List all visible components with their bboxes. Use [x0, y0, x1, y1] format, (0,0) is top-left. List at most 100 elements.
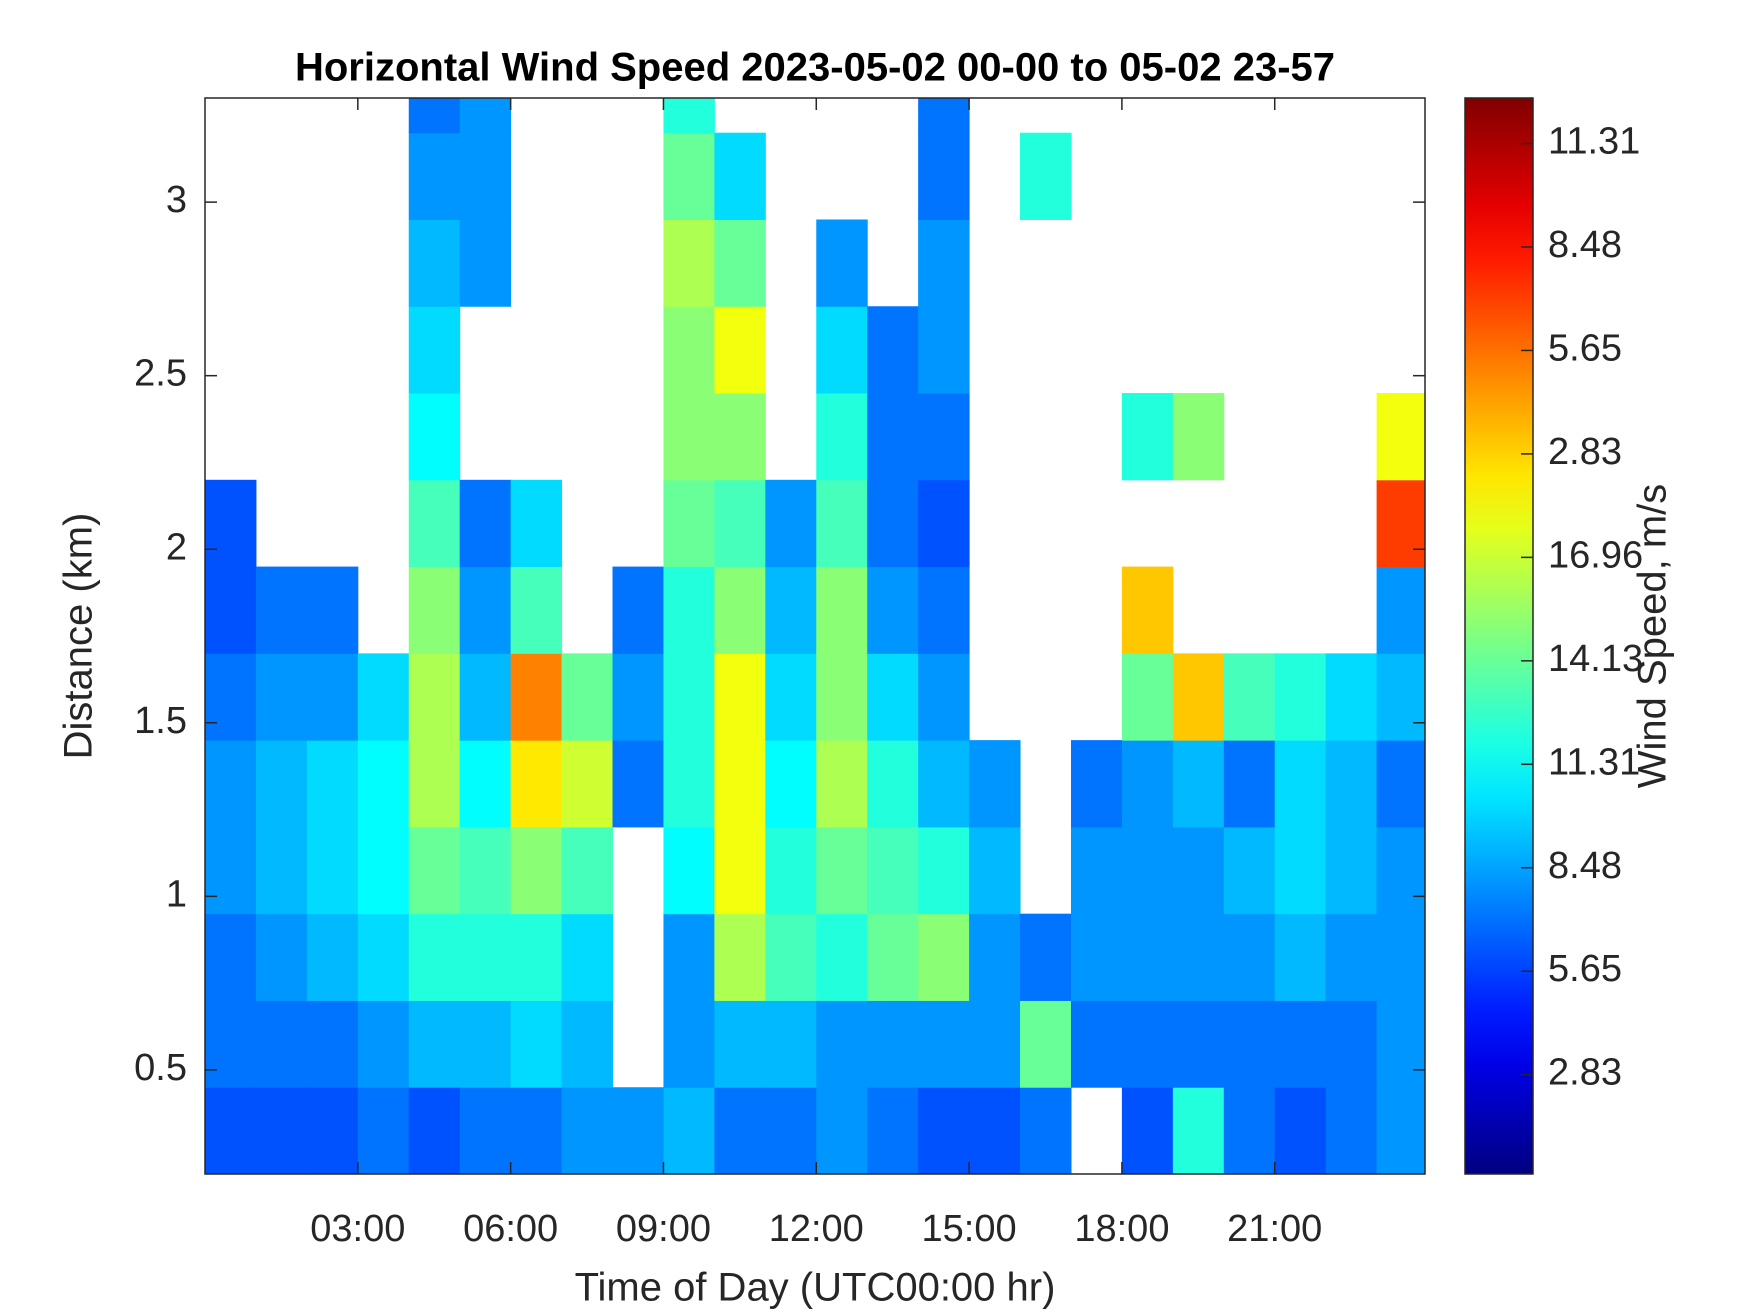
heat-cell	[969, 913, 1021, 1001]
heat-cell	[969, 1000, 1021, 1088]
heat-cell	[816, 1000, 868, 1088]
plot-frame	[204, 97, 1426, 1175]
heat-cell	[1325, 1087, 1378, 1174]
heat-cell	[510, 653, 563, 741]
heat-cell	[816, 913, 868, 1001]
heat-cell	[612, 1087, 664, 1174]
y-tick-label: 1.5	[134, 700, 187, 742]
heat-cell	[918, 653, 970, 741]
heat-cell	[816, 653, 868, 741]
heat-cell	[459, 566, 512, 654]
heat-cell	[1121, 1087, 1174, 1174]
x-axis-label: Time of Day (UTC00:00 hr)	[575, 1266, 1056, 1310]
heat-cell	[918, 219, 970, 307]
heat-cell	[816, 479, 868, 568]
heat-cell	[867, 479, 919, 568]
heat-cell	[663, 1000, 715, 1088]
heat-cell	[612, 740, 664, 828]
colorbar-tick-label: 5.65	[1548, 948, 1622, 990]
heat-cell	[1274, 826, 1327, 915]
heat-cell	[408, 219, 461, 307]
heat-cell	[663, 913, 715, 1001]
heat-cell	[1172, 653, 1225, 741]
heat-cell	[205, 566, 257, 654]
heat-cell	[1070, 740, 1123, 828]
heat-cell	[816, 306, 868, 394]
heat-cell	[765, 913, 817, 1001]
heat-cell	[714, 393, 766, 481]
heat-cell	[408, 1000, 461, 1088]
heat-cell	[867, 1087, 919, 1174]
heat-cell	[1223, 653, 1276, 741]
heat-cell	[714, 219, 766, 307]
colorbar-tick-label: 11.31	[1548, 121, 1640, 163]
colorbar-tick-label: 5.65	[1548, 327, 1622, 369]
heat-cell	[1020, 132, 1072, 220]
heat-cell	[510, 826, 563, 915]
heat-cell	[867, 393, 919, 481]
heat-cell	[1172, 740, 1225, 828]
heat-cell	[918, 479, 970, 568]
chart-title: Horizontal Wind Speed 2023-05-02 00-00 t…	[295, 46, 1335, 90]
heat-cell	[1274, 653, 1327, 741]
heat-cell	[510, 479, 563, 568]
heat-cell	[408, 393, 461, 481]
heat-cell	[765, 826, 817, 915]
heat-cell	[510, 913, 563, 1001]
colorbar-tick-label: 2.83	[1548, 1052, 1622, 1094]
heat-cell	[459, 98, 512, 134]
heat-cell	[816, 566, 868, 654]
heat-cell	[510, 740, 563, 828]
heat-cell	[1376, 653, 1425, 741]
heat-cell	[306, 913, 359, 1001]
heat-cell	[867, 913, 919, 1001]
heat-cell	[1223, 740, 1276, 828]
heat-cell	[918, 306, 970, 394]
heat-cell	[357, 913, 410, 1001]
heat-cell	[255, 826, 308, 915]
heat-cell	[205, 913, 257, 1001]
heat-cell	[357, 1000, 410, 1088]
heat-cell	[357, 653, 410, 741]
heat-cell	[408, 1087, 461, 1174]
heat-cell	[459, 913, 512, 1001]
heat-cell	[255, 653, 308, 741]
heat-cell	[1325, 653, 1378, 741]
heat-cell	[1020, 1087, 1072, 1174]
x-tick-label: 12:00	[769, 1208, 864, 1250]
heat-cell	[714, 826, 766, 915]
heat-cell	[255, 913, 308, 1001]
heat-cell	[1376, 566, 1425, 654]
heat-cell	[205, 479, 257, 568]
colorbar-tick-label: 11.31	[1548, 741, 1640, 783]
colorbar-tick-label: 2.83	[1548, 431, 1622, 473]
heat-cell	[1325, 1000, 1378, 1088]
heat-cell	[816, 826, 868, 915]
heat-cell	[510, 1087, 563, 1174]
heat-cell	[1172, 913, 1225, 1001]
heat-cell	[408, 913, 461, 1001]
heat-cell	[663, 393, 715, 481]
heat-cell	[205, 826, 257, 915]
heat-cell	[306, 826, 359, 915]
y-tick-label: 2	[166, 526, 187, 568]
heat-cell	[306, 1087, 359, 1174]
heat-cell	[1121, 393, 1174, 481]
heat-cell	[561, 1000, 614, 1088]
heat-cell	[918, 393, 970, 481]
heat-cell	[1172, 1087, 1225, 1174]
heat-cell	[205, 1087, 257, 1174]
heat-cell	[459, 1087, 512, 1174]
y-tick-label: 0.5	[134, 1047, 187, 1089]
heat-cell	[255, 1087, 308, 1174]
heat-cell	[714, 740, 766, 828]
heat-cell	[1376, 740, 1425, 828]
heat-cell	[1172, 826, 1225, 915]
heat-cell	[408, 479, 461, 568]
heat-cell	[1070, 826, 1123, 915]
heat-cell	[714, 653, 766, 741]
heat-cell	[1274, 1087, 1327, 1174]
heat-cell	[306, 740, 359, 828]
heat-cell	[918, 132, 970, 220]
heat-cell	[357, 826, 410, 915]
